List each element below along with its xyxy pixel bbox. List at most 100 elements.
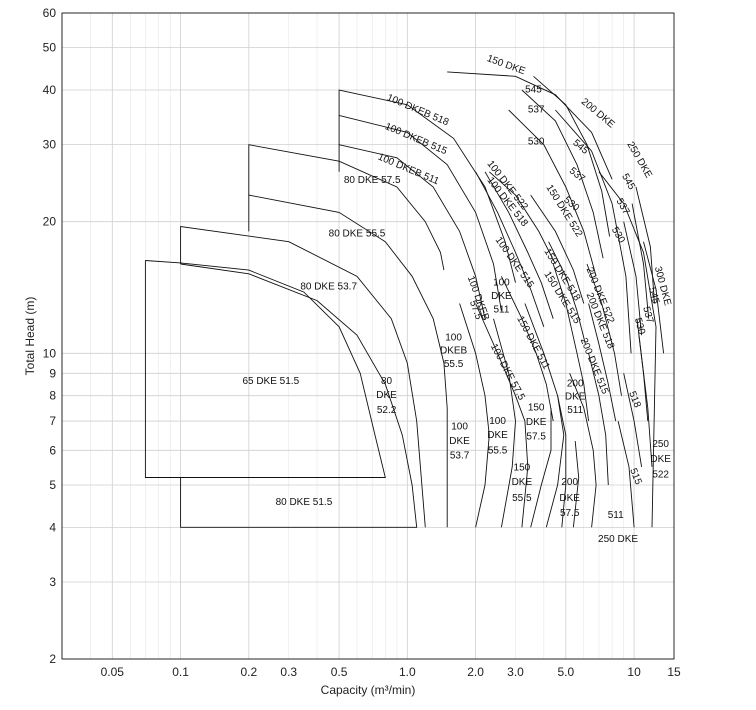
region-label: 522 — [652, 470, 669, 481]
curve-300-dke — [643, 241, 665, 354]
region-label: DKE — [376, 390, 397, 401]
region-label: DKE — [526, 417, 547, 428]
region-label: 80 — [381, 376, 393, 387]
region-label: 100 — [493, 277, 510, 288]
curve-150-dke-55-5 — [530, 408, 552, 528]
curve-200-dke-511 — [569, 373, 597, 528]
region-label: 55.5 — [512, 493, 532, 504]
region-label: 100 — [445, 332, 462, 343]
x-tick-label: 15 — [667, 665, 681, 679]
y-tick-label: 5 — [49, 478, 56, 492]
y-tick-label: 9 — [49, 366, 56, 380]
region-label: 100 DKEB 518 — [385, 92, 451, 128]
region-label: 537 — [614, 197, 632, 217]
region-label: 200 — [561, 477, 578, 488]
curve-200-dke-518 — [588, 303, 617, 422]
x-tick-label: 5.0 — [557, 665, 574, 679]
curve-250-dke-530 — [623, 221, 643, 336]
curve-150-dke-57-5 — [545, 395, 565, 528]
region-label: DKE — [512, 477, 533, 488]
region-label: DKE — [491, 291, 512, 302]
curve-250-dke-522 — [638, 335, 653, 467]
x-tick-label: 3.0 — [507, 665, 524, 679]
region-label: 537 — [640, 305, 655, 324]
curve-200-dke — [555, 109, 632, 354]
curve-150-dke-515 — [552, 263, 590, 422]
region-label: 511 — [567, 405, 583, 416]
region-label: 150 DKE 522 — [543, 183, 584, 240]
region-label: 537 — [528, 105, 545, 116]
region-label: 52.2 — [377, 405, 397, 416]
region-label: 518 — [626, 390, 643, 410]
region-label: 100 DKEB 515 — [383, 121, 449, 157]
region-label: DKE — [650, 454, 671, 465]
x-axis-ticks: 0.05 0.1 0.2 0.3 0.5 1.0 2.0 3.0 5.0 10 15 — [101, 665, 681, 679]
region-label: 65 DKE 51.5 — [242, 376, 299, 387]
region-label: 515 — [627, 467, 644, 487]
curve-100-dke-511 — [500, 276, 554, 422]
curve-100-dke-53-7 — [459, 303, 490, 528]
x-tick-label: 0.5 — [331, 665, 348, 679]
curve-100-dke-518 — [484, 171, 554, 319]
region-label: 100 — [489, 416, 506, 427]
curve-65-dke-51-5 — [144, 260, 386, 478]
region-label: 545 — [646, 286, 661, 305]
curve-250-dke-515 — [623, 373, 643, 467]
x-tick-label: 10 — [627, 665, 641, 679]
plot-frame — [61, 12, 675, 660]
y-tick-label: 60 — [43, 6, 57, 20]
y-tick-label: 40 — [43, 83, 57, 97]
x-tick-label: 0.1 — [172, 665, 189, 679]
x-tick-label: 2.0 — [467, 665, 484, 679]
curve-150-dke-537 — [521, 89, 604, 259]
x-tick-label: 1.0 — [399, 665, 416, 679]
curve-250-dke — [598, 171, 657, 528]
region-label: 511 — [493, 304, 509, 315]
region-label: 80 DKE 53.7 — [300, 281, 357, 292]
x-axis-title: Capacity (m³/min) — [321, 683, 416, 697]
curve-150-dke-511 — [524, 303, 567, 528]
y-axis-ticks: 2 3 4 5 6 7 8 9 10 20 30 40 50 60 — [43, 6, 57, 666]
curve-200-dke-57-5 — [572, 441, 580, 528]
y-tick-label: 7 — [49, 414, 56, 428]
curve-200-dke-515 — [588, 353, 609, 486]
curve-250-dke-511 — [617, 420, 635, 528]
curve-80-dke-57-5 — [248, 144, 445, 271]
curve-80-dke-51-5 — [180, 263, 418, 528]
y-axis-title: Total Head (m) — [23, 297, 37, 376]
curve-150-dke-545 — [533, 75, 611, 237]
curve-80-dke-53-7 — [180, 225, 426, 528]
region-label: 80 DKE 57.5 — [344, 175, 401, 186]
region-label: 200 — [567, 378, 584, 389]
region-label: 55.5 — [444, 359, 464, 370]
x-tick-label: 0.3 — [280, 665, 297, 679]
region-label: 150 — [528, 403, 545, 414]
curve-150-dke-518 — [548, 241, 586, 345]
region-label: 530 — [528, 137, 545, 148]
region-label: 545 — [570, 138, 590, 157]
region-label: 530 — [609, 225, 627, 245]
region-label: 53.7 — [450, 450, 470, 461]
region-label: DKE — [449, 436, 470, 447]
x-tick-label: 0.2 — [240, 665, 257, 679]
curve-250-dke-537 — [631, 203, 650, 319]
x-tick-label: 0.05 — [101, 665, 125, 679]
curve-150-dke — [447, 71, 613, 180]
region-label: 80 DKE 55.5 — [329, 228, 386, 239]
region-label: 250 — [652, 439, 669, 450]
curve-150-dke-530 — [508, 109, 597, 277]
y-tick-label: 30 — [43, 138, 57, 152]
curve-250-dke-545 — [635, 186, 655, 304]
region-label: 57.5 — [526, 432, 546, 443]
curves — [144, 71, 665, 528]
region-label: 150 — [514, 462, 531, 473]
region-label: 530 — [632, 317, 647, 336]
region-label: DKEB — [440, 345, 468, 356]
region-label: DKE — [565, 391, 586, 402]
region-label: 100 DKE 57.5 — [488, 342, 527, 403]
region-label: 55.5 — [488, 446, 508, 457]
y-tick-label: 2 — [49, 652, 56, 666]
y-tick-label: 6 — [49, 443, 56, 457]
grid — [61, 12, 674, 660]
